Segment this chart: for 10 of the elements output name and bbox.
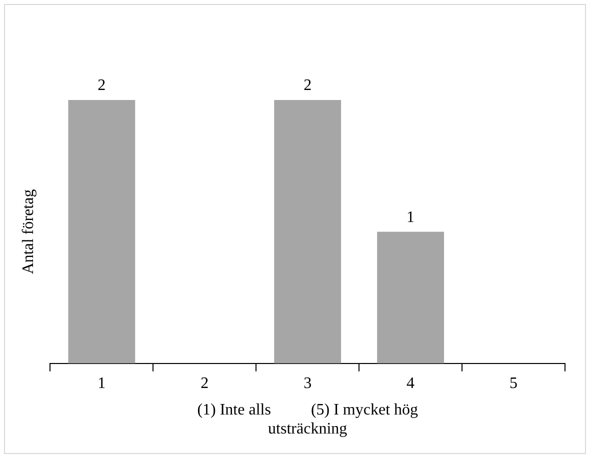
x-tick-label: 3 [304,375,312,392]
x-tick-label: 4 [406,375,415,392]
data-label: 2 [98,77,106,94]
data-label: 1 [406,208,415,226]
x-tick-label: 2 [200,375,209,392]
y-axis-title: Antal företag [20,189,37,274]
x-tick-label: 1 [98,375,106,392]
x-axis-title: (1) Inte alls (5) I mycket hög utsträckning [197,401,418,438]
x-tick-label: 5 [510,375,518,392]
data-label: 2 [304,77,312,94]
